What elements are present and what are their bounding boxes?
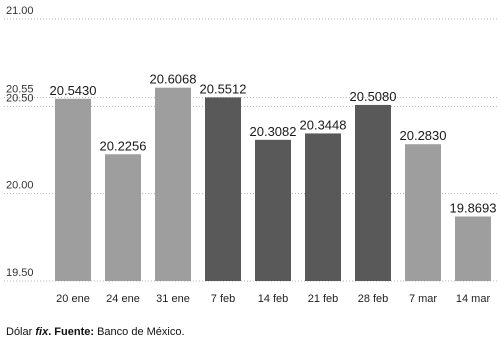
x-tick-label: 7 mar <box>409 293 437 305</box>
bar <box>205 97 241 281</box>
x-tick-label: 21 feb <box>308 293 339 305</box>
x-tick-label: 24 ene <box>106 293 140 305</box>
y-tick-label: 20.50 <box>6 92 34 104</box>
x-axis-labels: 20 ene 24 ene 31 ene 7 feb 14 feb 21 feb 28 fe… <box>56 293 490 305</box>
data-label: 20.3448 <box>300 117 347 132</box>
bar <box>455 216 491 281</box>
x-tick-label: 31 ene <box>156 293 190 305</box>
bar <box>55 98 91 282</box>
data-label: 20.5080 <box>350 89 397 104</box>
data-label: 19.8693 <box>450 200 497 215</box>
data-label: 20.5430 <box>50 83 97 98</box>
x-tick-label: 14 feb <box>258 293 289 305</box>
y-tick-label: 20.55 <box>6 84 34 96</box>
bar <box>255 139 291 281</box>
x-tick-label: 14 mar <box>456 293 491 305</box>
caption-part-3: . Fuente: <box>48 326 95 338</box>
caption-part-2: fix <box>35 326 49 338</box>
bar <box>355 104 391 281</box>
source-caption: Dólar fix. Fuente: Banco de México. <box>6 326 185 338</box>
x-tick-label: 7 feb <box>211 293 235 305</box>
data-label: 20.5512 <box>200 81 247 96</box>
y-tick-label: 20.00 <box>6 180 34 192</box>
bar <box>405 144 441 281</box>
data-label: 20.3082 <box>250 124 297 139</box>
bars <box>55 87 491 282</box>
x-tick-label: 20 ene <box>56 293 90 305</box>
y-tick-label: 21.00 <box>6 5 34 17</box>
bar <box>305 133 341 281</box>
data-label: 20.6068 <box>150 72 197 87</box>
caption-part-4: Banco de México. <box>94 326 185 338</box>
bar <box>105 154 141 281</box>
x-tick-label: 28 feb <box>358 293 389 305</box>
data-label: 20.2830 <box>400 128 447 143</box>
bar <box>155 87 191 282</box>
y-tick-label: 19.50 <box>6 267 34 279</box>
data-label: 20.2256 <box>100 138 147 153</box>
caption-part-1: Dólar <box>6 326 36 338</box>
